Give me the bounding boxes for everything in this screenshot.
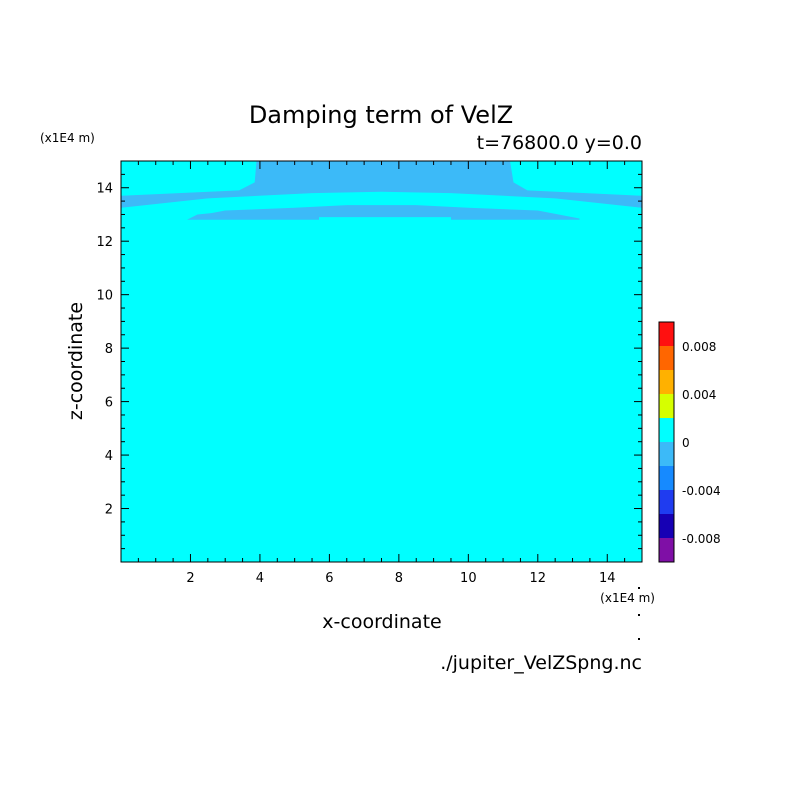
corner-marks (638, 587, 640, 640)
chart-title: Damping term of VelZ (249, 101, 513, 129)
y-tick-label: 8 (105, 342, 113, 357)
colorbar-tick-label: -0.004 (682, 484, 721, 498)
colorbar-swatch (659, 514, 674, 538)
x-tick-label: 6 (325, 571, 333, 586)
x-tick-label: 12 (530, 571, 547, 586)
x-axis-label: x-coordinate (322, 611, 441, 633)
y-tick-label: 4 (105, 449, 113, 464)
colorbar-swatch (659, 538, 674, 562)
colorbar-swatch (659, 394, 674, 418)
colorbar-swatch (659, 466, 674, 490)
y-tick-label: 6 (105, 396, 113, 411)
axes: 2 4 6 8 10 12 14 2 4 6 8 10 12 14 (96, 160, 643, 586)
source-file-label: ./jupiter_VelZSpng.nc (440, 652, 642, 674)
plot-area (121, 161, 642, 562)
colorbar-tick-label: 0 (682, 436, 690, 450)
x-tick-label: 10 (460, 571, 477, 586)
colorbar-tick-label: 0.004 (682, 388, 716, 402)
colorbar-swatch (659, 370, 674, 394)
colorbar-tick-label: 0.008 (682, 340, 716, 354)
y-axis-label: z-coordinate (65, 302, 87, 420)
contour-region-2 (187, 205, 580, 220)
y-tick-label: 14 (96, 182, 113, 197)
contour-region-1 (121, 161, 642, 208)
colorbar-frame (658, 321, 675, 563)
colorbar-swatch (659, 322, 674, 346)
x-tick-label: 8 (395, 571, 403, 586)
y-scale-label: (x1E4 m) (40, 131, 95, 145)
x-tick-label: 2 (186, 571, 194, 586)
x-tick-label: 14 (599, 571, 616, 586)
field-background (121, 161, 642, 562)
colorbar-swatch (659, 442, 674, 466)
y-tick-label: 12 (96, 235, 113, 250)
colorbar-swatch (659, 490, 674, 514)
x-scale-label: (x1E4 m) (600, 591, 655, 605)
colorbar-swatch (659, 346, 674, 370)
y-tick-label: 10 (96, 289, 113, 304)
x-tick-label: 4 (256, 571, 264, 586)
colorbar-swatch (659, 418, 674, 442)
chart-subtitle: t=76800.0 y=0.0 (477, 132, 642, 154)
y-tick-label: 2 (105, 503, 113, 518)
colorbar: 0.008 0.004 0 -0.004 -0.008 (658, 321, 721, 563)
colorbar-tick-label: -0.008 (682, 532, 721, 546)
